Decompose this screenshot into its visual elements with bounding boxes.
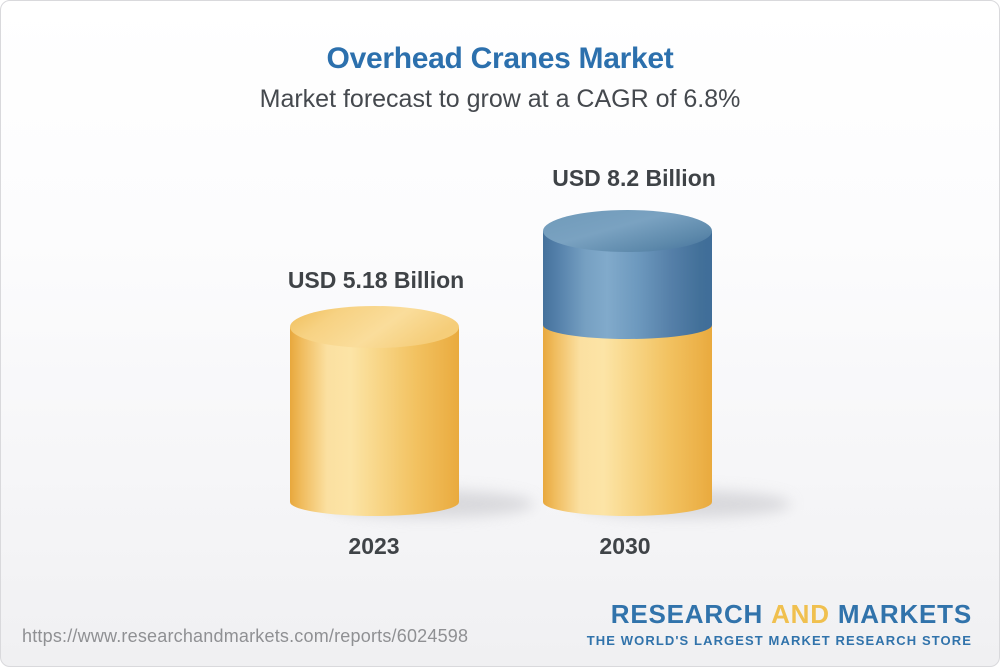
logo-wordmark: RESEARCH AND MARKETS — [587, 600, 972, 629]
cylinder-2023-top — [290, 306, 459, 348]
cylinder-2030 — [543, 210, 712, 517]
logo-word-research: RESEARCH — [610, 599, 764, 629]
value-label-2023: USD 5.18 Billion — [287, 267, 465, 293]
year-label-2023: 2023 — [348, 533, 400, 559]
cylinder-2030-growth-segment — [543, 231, 712, 340]
year-label-2030: 2030 — [599, 533, 651, 559]
logo-word-and: AND — [771, 599, 830, 629]
chart-title: Overhead Cranes Market — [326, 42, 674, 75]
logo-tagline: THE WORLD'S LARGEST MARKET RESEARCH STOR… — [586, 632, 972, 648]
logo-word-markets: MARKETS — [837, 599, 972, 629]
value-label-2030: USD 8.2 Billion — [552, 165, 716, 191]
cylinder-2023-body — [290, 327, 459, 517]
cylinder-2023 — [290, 306, 459, 517]
cylinder-2030-top — [543, 210, 712, 252]
company-logo: RESEARCH AND MARKETS THE WORLD'S LARGEST M… — [587, 600, 972, 648]
chart-subtitle: Market forecast to grow at a CAGR of 6.8… — [259, 85, 741, 113]
report-url: https://www.researchandmarkets.com/repor… — [22, 626, 469, 646]
